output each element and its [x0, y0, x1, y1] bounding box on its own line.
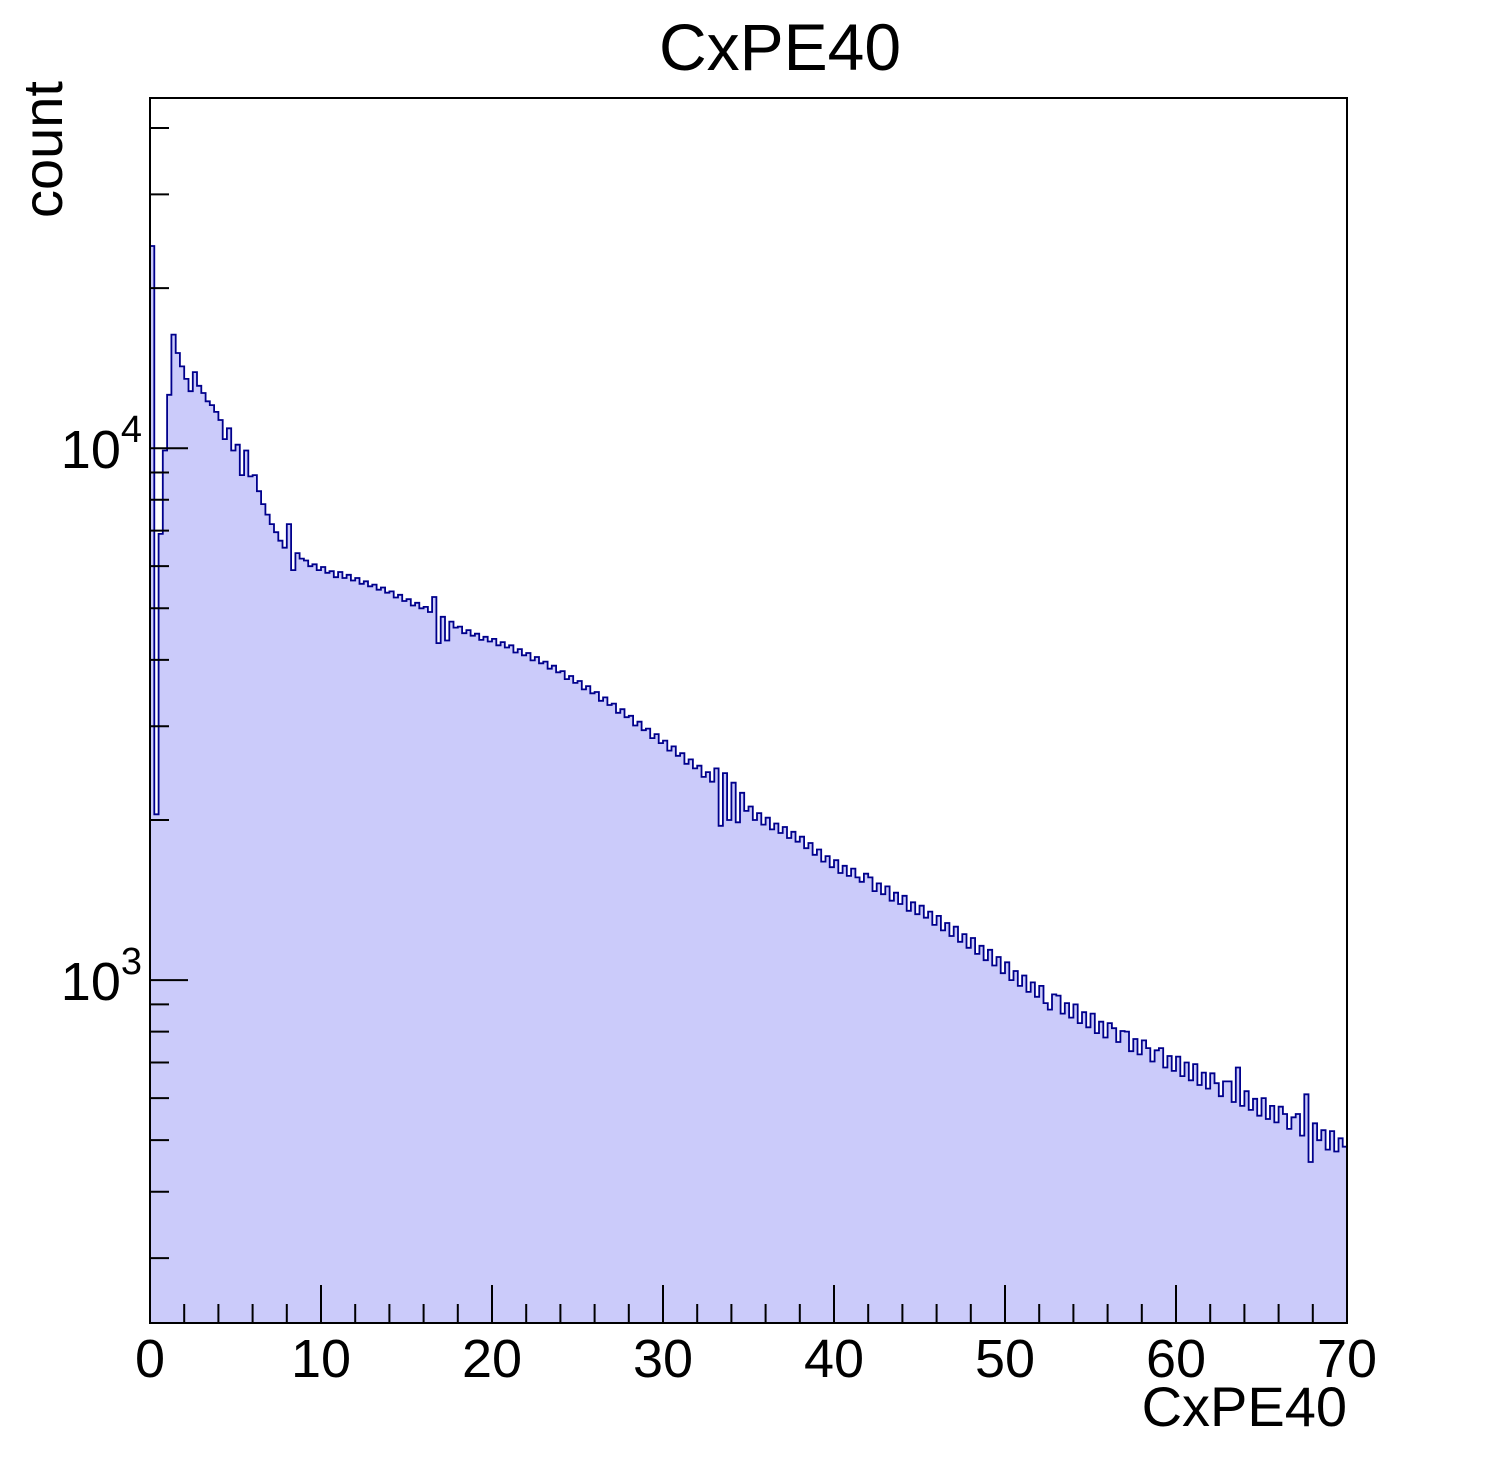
- histogram-area: [149, 245, 1348, 1324]
- chart-title: CxPE40: [659, 10, 901, 84]
- y-axis-tick-labels: 103 104: [61, 409, 142, 1012]
- x-tick-label: 50: [975, 1329, 1035, 1389]
- axes-frame: [149, 97, 1348, 1324]
- plot-frame: [149, 97, 1348, 1324]
- x-tick-label: 20: [462, 1329, 522, 1389]
- y-axis-title: count: [11, 81, 74, 218]
- x-axis-tick-labels: 0 10 20 30 40 50 60 70: [135, 1329, 1377, 1389]
- histogram-series: [149, 245, 1348, 1324]
- x-tick-label: 70: [1317, 1329, 1377, 1389]
- x-axis-title: CxPE40: [1142, 1375, 1347, 1438]
- y-tick-label: 103: [61, 941, 142, 1012]
- x-tick-label: 60: [1146, 1329, 1206, 1389]
- x-tick-label: 10: [291, 1329, 351, 1389]
- y-tick-label: 104: [61, 409, 142, 480]
- x-tick-label: 0: [135, 1329, 165, 1389]
- x-tick-label: 30: [633, 1329, 693, 1389]
- y-axis-ticks: [150, 126, 188, 1260]
- x-tick-label: 40: [804, 1329, 864, 1389]
- x-axis-ticks: [149, 1285, 1348, 1323]
